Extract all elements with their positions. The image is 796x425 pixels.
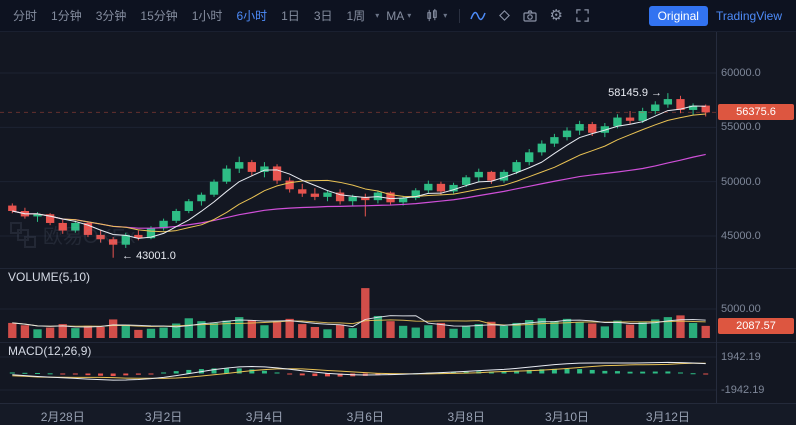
chevron-down-icon: ▾ xyxy=(443,11,448,20)
high-price-annotation: 58145.9 → xyxy=(608,87,662,99)
time-axis-label: 3月2日 xyxy=(144,410,183,424)
time-axis-label: 3月12日 xyxy=(645,410,690,424)
original-chart-button[interactable]: Original xyxy=(648,5,708,26)
macd-axis-label: 1942.19 xyxy=(721,351,761,363)
camera-icon[interactable] xyxy=(517,4,543,28)
time-axis[interactable]: 2月28日 3月2日 3月4日 3月6日 3月8日 3月10日 3月12日 xyxy=(0,403,796,425)
interval-button-3分钟[interactable]: 3分钟 xyxy=(95,9,127,23)
time-axis-label: 2月28日 xyxy=(40,410,85,424)
watermark: 欧易OKEx xyxy=(10,220,135,249)
interval-group: 分时 1分钟 3分钟 15分钟 1小时 6小时 1日 3日 1周 xyxy=(6,7,372,24)
toolbar: 分时 1分钟 3分钟 15分钟 1小时 6小时 1日 3日 1周 ▾ MA ▾ ▾ ⚙ xyxy=(0,0,796,32)
last-price-badge: 56375.6 xyxy=(718,104,794,120)
macd-axis-label: -1942.19 xyxy=(721,384,765,396)
time-axis-label: 3月4日 xyxy=(245,410,284,424)
interval-button-1日[interactable]: 1日 xyxy=(281,9,300,23)
ma-label: MA xyxy=(386,8,405,23)
current-volume-badge: 2087.57 xyxy=(718,318,794,334)
draw-tool-icon[interactable] xyxy=(491,4,517,28)
tradingview-chart-button[interactable]: TradingView xyxy=(715,8,782,23)
price-axis-label: 45000.0 xyxy=(721,230,761,242)
gear-icon: ⚙ xyxy=(549,7,563,24)
interval-button-1分钟[interactable]: 1分钟 xyxy=(51,9,82,23)
expand-icon xyxy=(576,9,589,22)
high-price-value: 58145.9 xyxy=(608,87,648,99)
price-axis-label: 55000.0 xyxy=(721,121,761,134)
interval-button-1小时[interactable]: 1小时 xyxy=(191,9,223,23)
volume-indicator-label[interactable]: VOLUME(5,10) xyxy=(8,270,91,284)
low-price-annotation: ← 43001.0 xyxy=(122,250,176,262)
chart-type-button[interactable]: ▾ xyxy=(418,8,454,23)
chevron-down-icon: ▾ xyxy=(407,11,412,20)
time-axis-label: 3月8日 xyxy=(447,410,485,424)
fullscreen-icon[interactable] xyxy=(569,4,595,28)
time-axis-label: 3月10日 xyxy=(545,410,590,424)
camera-glyph-icon xyxy=(523,9,537,22)
toolbar-separator xyxy=(459,8,461,23)
chevron-down-icon[interactable]: ▾ xyxy=(375,11,380,20)
arrow-right-icon: → xyxy=(651,87,662,99)
okex-logo-icon xyxy=(10,221,36,248)
macd-indicator-label[interactable]: MACD(12,26,9) xyxy=(8,344,92,358)
trend-line-icon[interactable] xyxy=(465,4,491,28)
wave-icon xyxy=(470,11,486,20)
interval-button-6小时[interactable]: 6小时 xyxy=(236,9,268,23)
interval-button-1周[interactable]: 1周 xyxy=(346,9,366,23)
settings-gear-icon[interactable]: ⚙ xyxy=(543,4,569,28)
volume-axis-label: 5000.00 xyxy=(721,303,761,315)
ma-indicator-button[interactable]: MA ▾ xyxy=(379,9,418,23)
time-axis-label: 3月6日 xyxy=(346,410,384,424)
interval-button-15分钟[interactable]: 15分钟 xyxy=(140,9,178,23)
price-axis-label: 50000.0 xyxy=(721,175,761,188)
interval-button-3日[interactable]: 3日 xyxy=(313,9,333,23)
diamond-icon xyxy=(498,10,510,21)
price-axis-label: 60000.0 xyxy=(721,67,761,79)
interval-button-分时[interactable]: 分时 xyxy=(13,9,38,23)
watermark-text: 欧易OKEx xyxy=(43,226,136,248)
low-price-value: 43001.0 xyxy=(136,250,176,262)
candlestick-icon xyxy=(427,8,437,22)
arrow-left-icon: ← xyxy=(122,250,133,262)
